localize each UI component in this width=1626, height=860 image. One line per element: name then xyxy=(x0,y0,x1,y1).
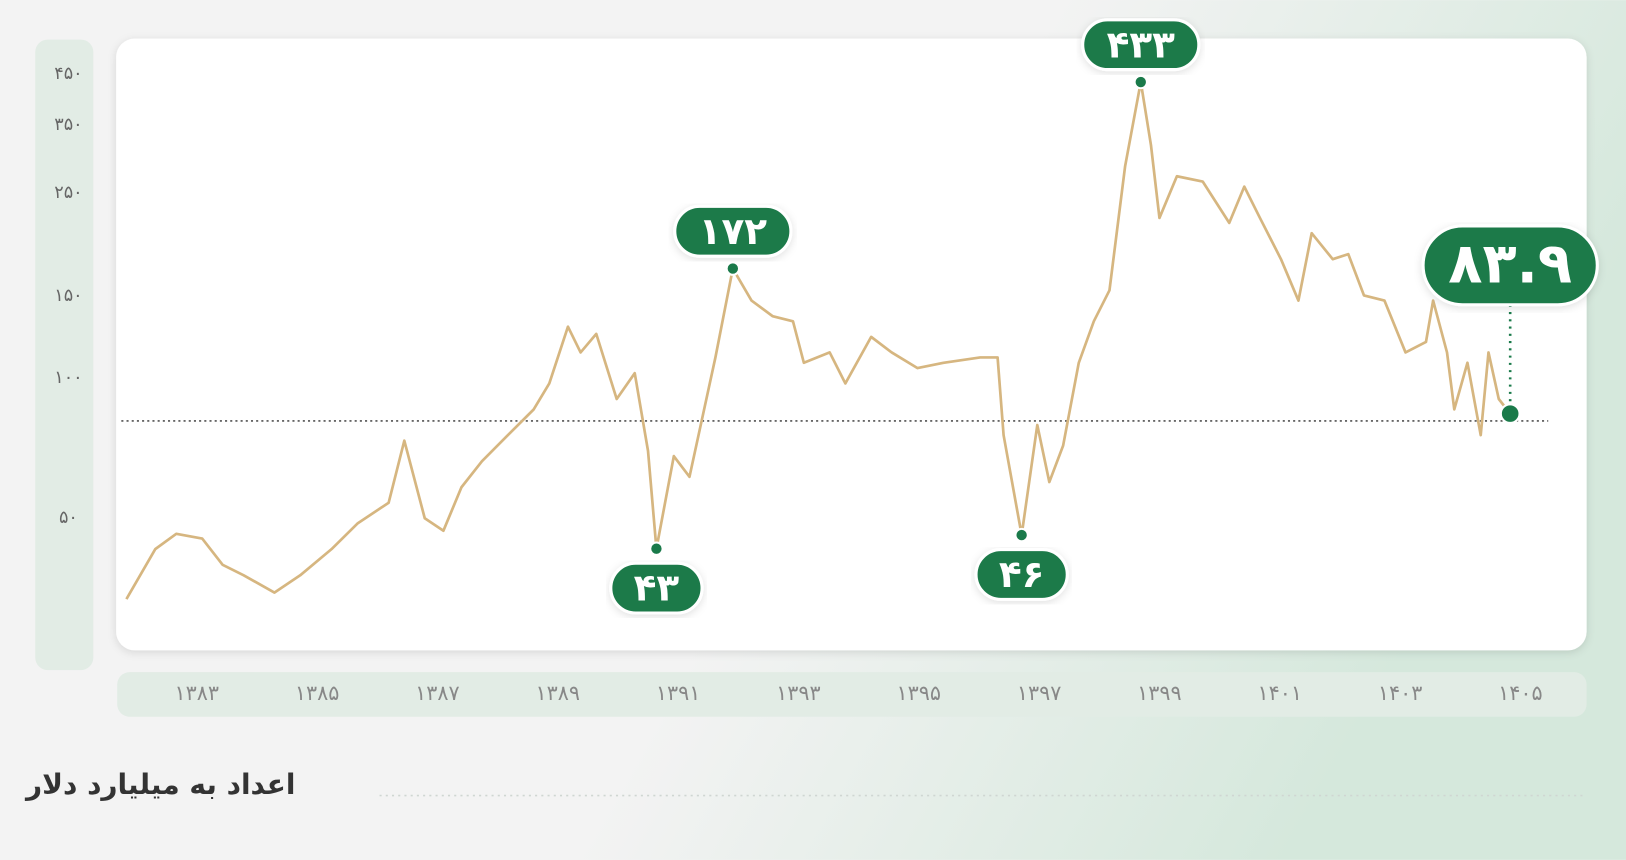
x-tick-label: ۱۳۹۱ xyxy=(656,681,701,705)
data-label: ۴۶ xyxy=(999,552,1045,596)
data-label: ۱۷۲ xyxy=(699,209,768,253)
y-tick-label: ۴۵۰ xyxy=(54,64,82,84)
label-bubble xyxy=(974,548,1069,601)
label-bubble xyxy=(1421,224,1599,307)
x-tick-label: ۱۳۹۹ xyxy=(1137,681,1182,705)
data-label: ۴۳ xyxy=(634,566,680,610)
x-axis-panel xyxy=(117,672,1587,717)
x-tick-label: ۱۳۹۵ xyxy=(896,681,941,705)
point-marker xyxy=(649,541,664,556)
plot: ۵۰ ۱۰۰ ۱۵۰ ۲۵۰ ۳۵۰ ۴۵۰ ۱۳۸۳ ۱۳۸۵ ۱۳۸۷ ۱۳۸۹ ۱۳۹۱ ۱۳۹… xyxy=(54,18,1599,705)
y-tick-label: ۵۰ xyxy=(59,508,78,528)
data-label: ۸۳.۹ xyxy=(1448,232,1572,297)
x-tick-label: ۱۴۰۵ xyxy=(1498,681,1543,705)
label-bubble xyxy=(1081,18,1201,72)
x-tick-label: ۱۳۸۷ xyxy=(415,681,460,705)
line xyxy=(125,80,1512,600)
label-bubble xyxy=(609,561,704,615)
point-marker xyxy=(1014,527,1029,543)
label-bubble xyxy=(673,204,793,258)
plot-card xyxy=(116,38,1587,651)
y-axis-panel xyxy=(35,39,94,671)
y-tick-label: ۱۵۰ xyxy=(54,286,82,306)
unit-note: اعداد به میلیارد دلار xyxy=(24,768,295,801)
x-tick-label: ۱۴۰۱ xyxy=(1257,681,1302,705)
data-label: ۴۳۳ xyxy=(1107,22,1176,66)
x-tick-label: ۱۳۸۵ xyxy=(295,681,340,705)
point-marker xyxy=(725,261,741,276)
x-tick-label: ۱۳۸۹ xyxy=(536,681,581,705)
x-tick-label: ۱۳۹۳ xyxy=(776,681,821,705)
y-tick-label: ۲۵۰ xyxy=(54,183,82,203)
x-tick-label: ۱۳۹۷ xyxy=(1017,681,1062,705)
y-tick-label: ۳۵۰ xyxy=(54,115,82,135)
point-marker xyxy=(1499,403,1521,425)
x-tick-label: ۱۳۸۳ xyxy=(175,681,220,705)
x-tick-label: ۱۴۰۳ xyxy=(1378,681,1423,705)
y-tick-label: ۱۰۰ xyxy=(54,368,82,388)
point-marker xyxy=(1133,74,1149,90)
